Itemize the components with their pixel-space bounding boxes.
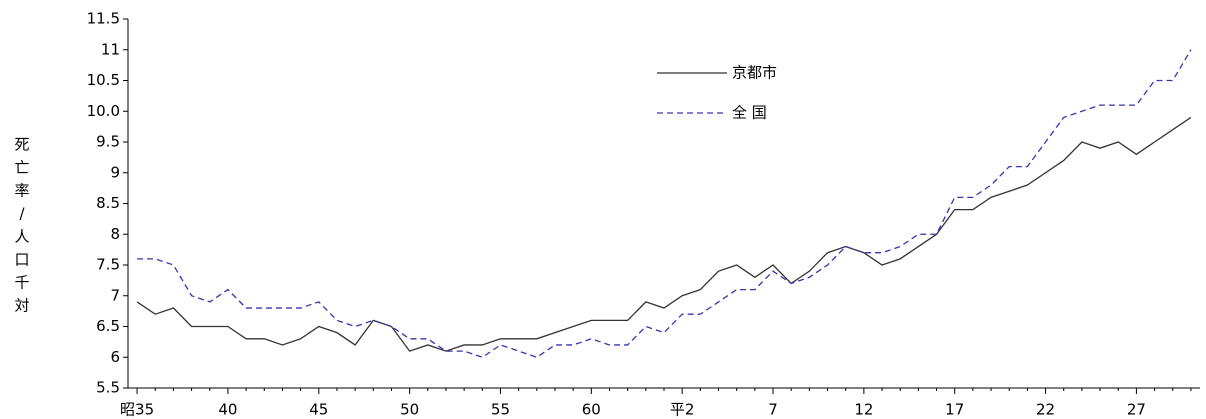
y-tick-label: 6 xyxy=(110,348,120,366)
y-tick-label: 10.5 xyxy=(87,71,120,89)
y-title-char: 人 xyxy=(14,228,29,246)
x-tick-label: 昭35 xyxy=(120,401,154,419)
x-tick-label: 27 xyxy=(1127,401,1146,419)
y-tick-label: 9 xyxy=(110,163,120,181)
y-tick-label: 8.5 xyxy=(96,194,120,212)
y-tick-label: 7.5 xyxy=(96,256,120,274)
x-tick-label: 平2 xyxy=(670,401,695,419)
y-tick-label: 11.5 xyxy=(87,10,120,28)
y-tick-label: 8 xyxy=(110,225,120,243)
y-title-char: 千 xyxy=(14,274,29,292)
x-tick-label: 55 xyxy=(491,401,510,419)
y-title-char: 口 xyxy=(14,251,29,269)
y-tick-label: 11 xyxy=(101,40,120,58)
legend-label: 京都市 xyxy=(732,64,777,82)
x-tick-label: 7 xyxy=(768,401,778,419)
x-tick-label: 45 xyxy=(309,401,328,419)
y-title-char: 率 xyxy=(14,182,29,200)
series-line xyxy=(137,49,1192,358)
x-tick-label: 17 xyxy=(945,401,964,419)
y-tick-label: 5.5 xyxy=(96,379,120,397)
x-tick-label: 60 xyxy=(582,401,601,419)
x-tick-label: 12 xyxy=(854,401,873,419)
x-tick-label: 50 xyxy=(400,401,419,419)
y-title-char: / xyxy=(19,205,25,223)
y-title-char: 対 xyxy=(14,297,29,315)
y-title-char: 死 xyxy=(14,136,29,154)
series-line xyxy=(136,116,1192,352)
y-tick-label: 7 xyxy=(110,286,120,304)
y-tick-label: 9.5 xyxy=(96,133,120,151)
y-title-char: 亡 xyxy=(14,159,29,177)
y-tick-label: 10.0 xyxy=(87,102,120,120)
x-tick-label: 22 xyxy=(1036,401,1055,419)
legend-label: 全 国 xyxy=(732,104,767,122)
y-tick-label: 6.5 xyxy=(96,317,120,335)
x-tick-label: 40 xyxy=(218,401,237,419)
